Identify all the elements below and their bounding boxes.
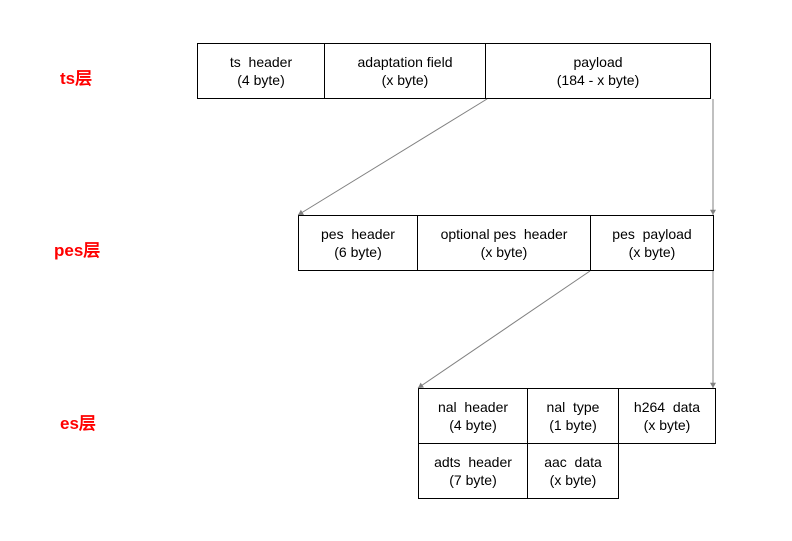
nal-type-box: nal type (1 byte) xyxy=(527,388,619,444)
pes-row: pes header (6 byte) optional pes header … xyxy=(298,215,714,271)
aac-data-line1: aac data xyxy=(544,453,602,471)
h264-data-box: h264 data (x byte) xyxy=(618,388,716,444)
aac-data-box: aac data (x byte) xyxy=(527,443,619,499)
payload-line2: (184 - x byte) xyxy=(557,71,639,89)
ts-header-line2: (4 byte) xyxy=(237,71,284,89)
ts-header-box: ts header (4 byte) xyxy=(197,43,325,99)
nal-header-box: nal header (4 byte) xyxy=(418,388,528,444)
pes-header-line2: (6 byte) xyxy=(334,243,381,261)
adts-header-line1: adts header xyxy=(434,453,512,471)
pes-header-line1: pes header xyxy=(321,225,395,243)
optional-pes-header-box: optional pes header (x byte) xyxy=(417,215,591,271)
pes-payload-line1: pes payload xyxy=(612,225,691,243)
payload-line1: payload xyxy=(573,53,622,71)
adts-header-line2: (7 byte) xyxy=(449,471,496,489)
aac-data-line2: (x byte) xyxy=(550,471,597,489)
pes-payload-line2: (x byte) xyxy=(629,243,676,261)
pes-header-box: pes header (6 byte) xyxy=(298,215,418,271)
nal-header-line1: nal header xyxy=(438,398,508,416)
adaptation-field-line2: (x byte) xyxy=(382,71,429,89)
ts-layer-label: ts层 xyxy=(60,64,92,89)
nal-header-line2: (4 byte) xyxy=(449,416,496,434)
adts-header-box: adts header (7 byte) xyxy=(418,443,528,499)
adaptation-field-line1: adaptation field xyxy=(358,53,453,71)
payload-box: payload (184 - x byte) xyxy=(485,43,711,99)
es-layer-label: es层 xyxy=(60,409,96,434)
h264-data-line2: (x byte) xyxy=(644,416,691,434)
ts-header-line1: ts header xyxy=(230,53,292,71)
adaptation-field-box: adaptation field (x byte) xyxy=(324,43,486,99)
nal-type-line2: (1 byte) xyxy=(549,416,596,434)
es-row-video: nal header (4 byte) nal type (1 byte) h2… xyxy=(418,388,716,444)
ts-row: ts header (4 byte) adaptation field (x b… xyxy=(197,43,711,99)
optional-pes-header-line2: (x byte) xyxy=(481,243,528,261)
optional-pes-header-line1: optional pes header xyxy=(441,225,568,243)
nal-type-line1: nal type xyxy=(547,398,600,416)
es-row-audio: adts header (7 byte) aac data (x byte) xyxy=(418,443,619,499)
h264-data-line1: h264 data xyxy=(634,398,700,416)
pes-layer-label: pes层 xyxy=(54,236,100,261)
pes-payload-box: pes payload (x byte) xyxy=(590,215,714,271)
